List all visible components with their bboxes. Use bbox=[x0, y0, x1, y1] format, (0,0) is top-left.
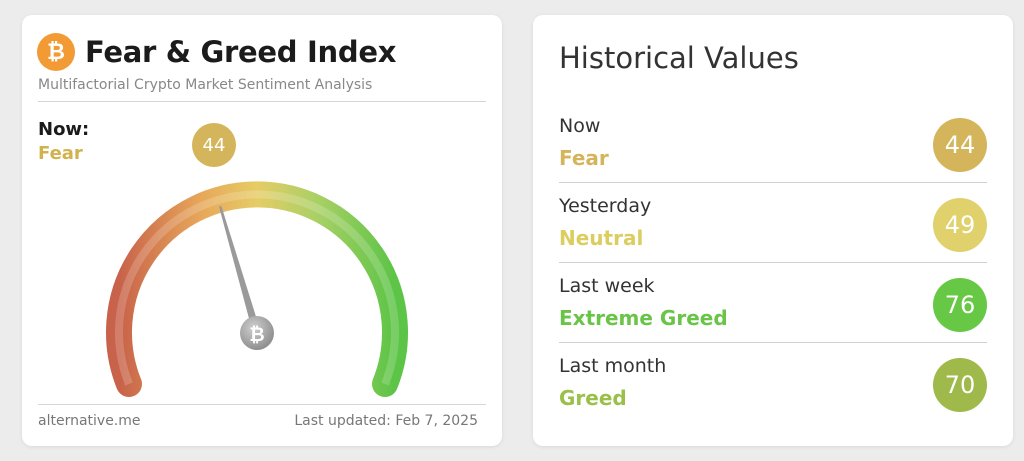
footer-divider bbox=[38, 404, 486, 405]
classification-label: Fear bbox=[559, 146, 609, 170]
historical-values-card: Historical Values Now Fear 44 Yesterday … bbox=[533, 15, 1013, 446]
period-label: Yesterday bbox=[559, 195, 652, 217]
card-subtitle: Multifactorial Crypto Market Sentiment A… bbox=[38, 77, 373, 93]
row-divider bbox=[559, 262, 987, 263]
history-row-yesterday: Yesterday Neutral 49 bbox=[559, 183, 987, 263]
value-circle: 49 bbox=[933, 198, 987, 252]
last-updated: Last updated: Feb 7, 2025 bbox=[294, 413, 478, 429]
bitcoin-logo-icon: ₿ bbox=[37, 33, 75, 71]
now-classification: Fear bbox=[38, 143, 83, 164]
card-title: Fear & Greed Index bbox=[85, 35, 397, 69]
now-label: Now: bbox=[38, 119, 90, 140]
gauge-needle bbox=[219, 205, 261, 335]
classification-label: Neutral bbox=[559, 226, 644, 250]
gauge-hub bbox=[240, 316, 274, 350]
history-row-last-week: Last week Extreme Greed 76 bbox=[559, 263, 987, 343]
historical-title: Historical Values bbox=[559, 41, 799, 75]
gauge-hub-bitcoin-icon: ₿ bbox=[249, 324, 264, 346]
classification-label: Greed bbox=[559, 386, 627, 410]
history-row-last-month: Last month Greed 70 bbox=[559, 343, 987, 423]
gauge-arc-highlight bbox=[115, 190, 399, 386]
current-value-bubble: 44 bbox=[192, 123, 236, 167]
source-link[interactable]: alternative.me bbox=[38, 413, 141, 429]
value-circle: 70 bbox=[933, 358, 987, 412]
sentiment-gauge: ₿ bbox=[106, 181, 408, 397]
value-circle: 44 bbox=[933, 118, 987, 172]
value-circle: 76 bbox=[933, 278, 987, 332]
row-divider bbox=[559, 342, 987, 343]
fear-greed-card: ₿ Fear & Greed Index Multifactorial Cryp… bbox=[22, 15, 502, 446]
row-divider bbox=[559, 182, 987, 183]
period-label: Last month bbox=[559, 355, 667, 377]
period-label: Now bbox=[559, 115, 601, 137]
period-label: Last week bbox=[559, 275, 655, 297]
gauge-arc bbox=[106, 181, 408, 397]
classification-label: Extreme Greed bbox=[559, 306, 728, 330]
fear-greed-header: ₿ Fear & Greed Index bbox=[37, 33, 396, 71]
history-row-now: Now Fear 44 bbox=[559, 103, 987, 183]
divider bbox=[38, 101, 486, 102]
